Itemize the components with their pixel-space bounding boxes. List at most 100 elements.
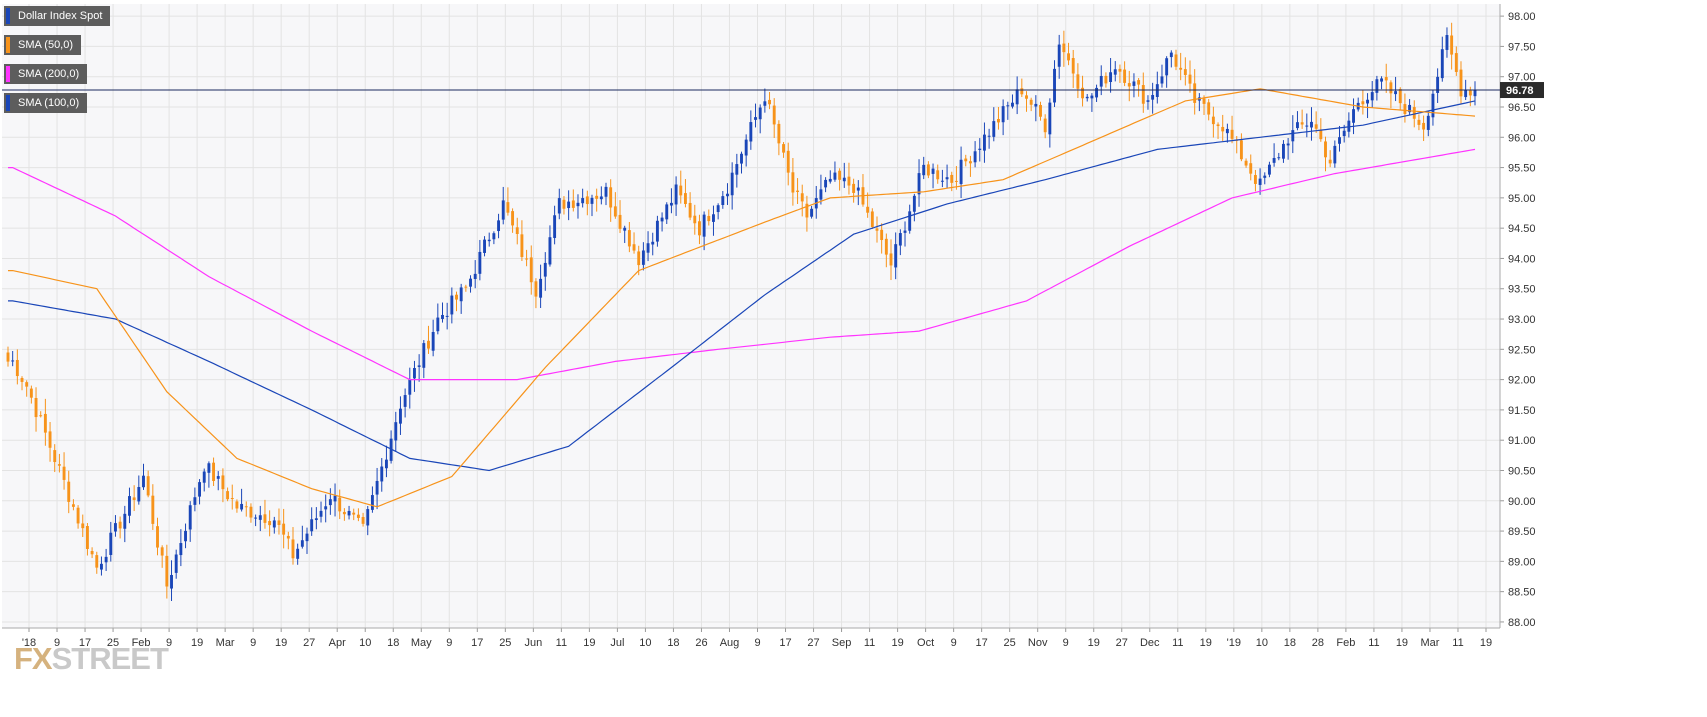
candle-body: [207, 463, 211, 473]
candle-body: [170, 574, 173, 589]
candle-body: [464, 286, 468, 288]
candle-body: [1473, 90, 1477, 97]
candle-body: [291, 539, 295, 559]
candle-body: [48, 431, 52, 448]
candle-body: [875, 228, 879, 231]
legend-swatch: [6, 66, 10, 82]
candle-body: [997, 118, 1000, 123]
legend-item-sma50[interactable]: SMA (50,0): [4, 35, 82, 55]
candle-body: [202, 471, 206, 483]
candle-body: [403, 395, 407, 407]
candle-body: [1085, 96, 1089, 99]
candle-body: [258, 515, 262, 520]
candle-body: [898, 233, 902, 246]
candle-body: [520, 234, 524, 257]
y-tick-label: 97.50: [1508, 41, 1536, 53]
y-tick-label: 95.50: [1508, 163, 1536, 175]
candle-body: [819, 189, 823, 200]
last-price-badge: [1500, 82, 1544, 99]
candle-body: [1361, 101, 1365, 105]
x-tick-label: 28: [1312, 637, 1324, 649]
y-tick-label: 89.50: [1508, 526, 1536, 538]
candle-body: [422, 343, 426, 368]
candle-body: [1001, 106, 1005, 123]
candle-body: [576, 202, 580, 207]
y-tick-label: 96.00: [1508, 132, 1536, 144]
candle-body: [254, 517, 258, 519]
candle-body: [1384, 77, 1388, 81]
candle-body: [912, 195, 916, 212]
candle-body: [1310, 121, 1313, 128]
candle-body: [216, 476, 220, 479]
candle-body: [1314, 124, 1318, 129]
x-tick-label: 18: [387, 637, 399, 649]
candle-body: [380, 466, 384, 482]
y-tick-label: 93.50: [1508, 284, 1536, 296]
candle-body: [539, 278, 543, 298]
candle-body: [1169, 52, 1173, 58]
candle-body: [1230, 129, 1234, 139]
y-tick-label: 95.00: [1508, 193, 1536, 205]
candle-body: [922, 164, 926, 176]
candle-body: [553, 215, 557, 238]
legend-item-sma200[interactable]: SMA (200,0): [4, 64, 88, 84]
candle-body: [319, 510, 323, 517]
candle-body: [833, 172, 837, 180]
candle-body: [968, 161, 972, 164]
candle-body: [132, 497, 136, 500]
candle-body: [1305, 125, 1309, 127]
candle-body: [1338, 137, 1341, 144]
candle-body: [772, 105, 776, 125]
candle-body: [1239, 140, 1243, 160]
candle-body: [1207, 102, 1211, 115]
candle-body: [324, 506, 328, 510]
x-tick-label: 19: [583, 637, 595, 649]
x-tick-label: 18: [667, 637, 679, 649]
candle-body: [76, 507, 80, 524]
candle-body: [160, 547, 164, 556]
candle-body: [534, 281, 538, 297]
x-tick-label: Mar: [216, 637, 235, 649]
x-tick-label: 26: [695, 637, 707, 649]
candle-body: [165, 555, 169, 587]
legend: Dollar Index Spot SMA (50,0) SMA (200,0)…: [4, 6, 111, 122]
x-tick-label: 10: [359, 637, 371, 649]
candle-body: [1352, 109, 1355, 123]
candle-body: [212, 462, 216, 481]
candle-body: [478, 251, 482, 274]
candle-body: [908, 211, 912, 231]
candle-body: [754, 117, 757, 120]
candle-body: [436, 317, 440, 332]
candle-body: [1244, 160, 1248, 166]
candle-body: [67, 481, 71, 502]
x-tick-label: 27: [807, 637, 819, 649]
candle-body: [473, 273, 477, 279]
candle-body: [1342, 130, 1346, 137]
x-tick-label: '18: [22, 637, 36, 649]
candle-body: [954, 180, 958, 182]
candle-body: [599, 196, 603, 200]
candle-body: [1109, 72, 1113, 83]
candle-body: [1328, 159, 1332, 164]
candle-body: [1426, 115, 1430, 130]
candle-body: [193, 497, 197, 505]
legend-item-sma100[interactable]: SMA (100,0): [4, 93, 88, 113]
candle-body: [782, 144, 785, 153]
x-tick-label: Sep: [832, 637, 852, 649]
legend-item-price[interactable]: Dollar Index Spot: [4, 6, 111, 26]
candle-body: [296, 548, 300, 559]
candle-body: [1006, 105, 1010, 107]
candle-body: [609, 187, 613, 208]
candle-body: [277, 520, 281, 525]
candle-body: [1267, 164, 1271, 175]
candle-body: [6, 352, 10, 362]
candle-body: [1165, 58, 1169, 76]
candle-body: [1272, 157, 1276, 163]
candle-body: [1394, 91, 1398, 95]
candle-body: [198, 482, 201, 497]
candle-body: [333, 495, 337, 502]
candle-body: [1333, 145, 1337, 164]
candle-body: [805, 203, 809, 218]
sma100-line: [8, 100, 1476, 472]
candle-body: [1291, 130, 1295, 142]
